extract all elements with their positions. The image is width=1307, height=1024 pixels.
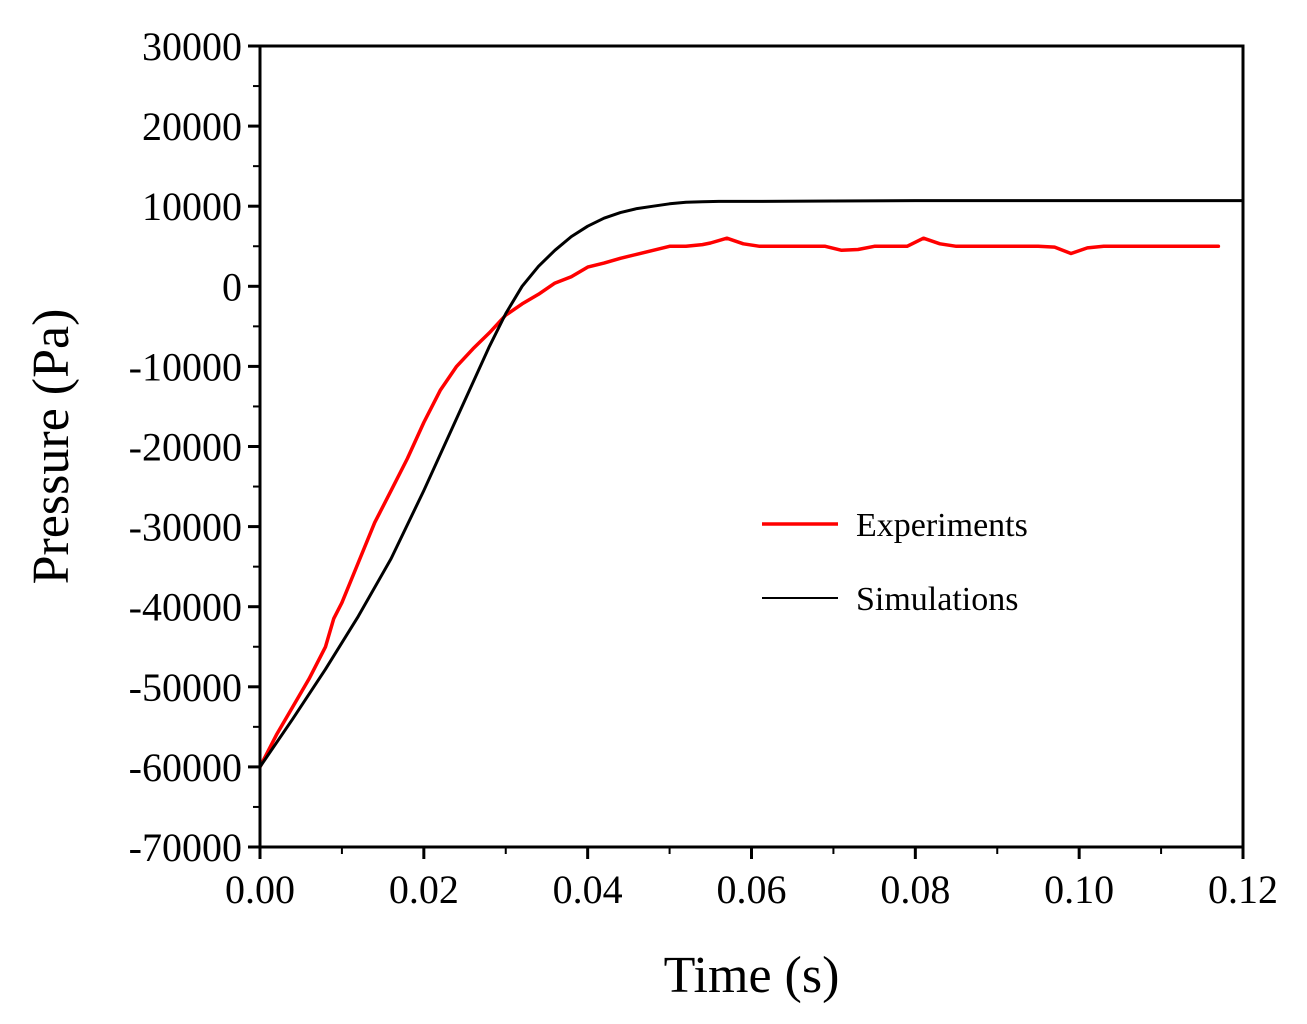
ticks-layer: 0.00 0.02 0.04 0.06 0.08 0.10 0.12 -70000 -60000… — [129, 24, 1278, 912]
y-tick-label: -20000 — [129, 425, 242, 470]
x-tick-label: 0.00 — [225, 867, 295, 912]
legend: Experiments Simulations — [762, 507, 1028, 618]
legend-label-simulations: Simulations — [856, 581, 1018, 618]
y-tick-label: -10000 — [129, 344, 242, 389]
series-layer — [258, 199, 1245, 769]
x-axis-title: Time (s) — [664, 947, 840, 1004]
y-tick-label: 0 — [222, 264, 242, 309]
y-tick-label: -60000 — [129, 745, 242, 790]
series-line-experiments — [258, 236, 1221, 769]
y-tick-label: -70000 — [129, 825, 242, 870]
y-tick-label: 20000 — [142, 104, 242, 149]
y-tick-label: 10000 — [142, 184, 242, 229]
y-tick-label: -30000 — [129, 505, 242, 550]
axes-layer — [258, 44, 1245, 849]
y-tick-label: -40000 — [129, 585, 242, 630]
x-tick-label: 0.10 — [1044, 867, 1114, 912]
plot-frame — [258, 44, 1245, 849]
y-tick-label: -50000 — [129, 665, 242, 710]
x-tick-label: 0.04 — [553, 867, 623, 912]
x-tick-label: 0.08 — [880, 867, 950, 912]
legend-label-experiments: Experiments — [856, 507, 1028, 544]
y-axis-title: Pressure (Pa) — [23, 309, 80, 585]
x-tick-label: 0.06 — [717, 867, 787, 912]
series-line-simulations — [258, 199, 1245, 769]
y-tick-label: 30000 — [142, 24, 242, 69]
x-tick-label: 0.02 — [389, 867, 459, 912]
x-tick-label: 0.12 — [1208, 867, 1278, 912]
